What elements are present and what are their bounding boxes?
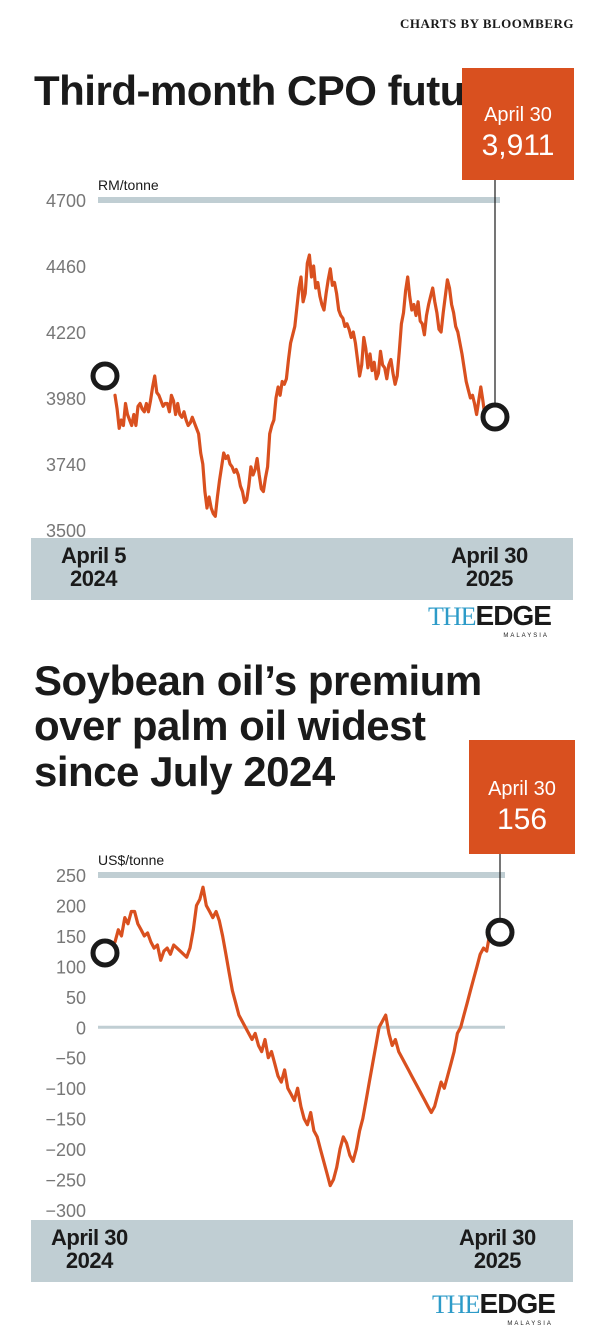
chart-credit: CHARTS BY BLOOMBERG: [400, 16, 574, 31]
chart2-ytick: 50: [66, 988, 86, 1008]
chart2-start-marker: [90, 938, 120, 968]
chart2-ytick: −300: [45, 1201, 86, 1221]
the-edge-logo: THEEDGE MALAYSIA: [428, 600, 552, 639]
chart2-callout: April 30 156: [469, 740, 575, 854]
chart1-start-marker: [90, 361, 120, 391]
chart2-ytick: 150: [56, 927, 86, 947]
chart2-title: Soybean oil’s premium over palm oil wide…: [34, 657, 482, 795]
chart1-ytick: 3500: [46, 521, 86, 541]
chart1-start-date: April 5 2024: [61, 543, 126, 592]
chart2-callout-date: April 30: [488, 778, 556, 800]
chart2-date-bar: April 30 2024 April 30 2025: [31, 1220, 573, 1282]
chart1-callout-value: 3,911: [481, 129, 555, 162]
chart1-series-line: [113, 253, 487, 518]
chart2-ytick: −250: [45, 1171, 86, 1191]
chart1-callout: April 30 3,911: [462, 68, 574, 180]
chart1-ytick: 4460: [46, 257, 86, 277]
chart2-ytick: −150: [45, 1110, 86, 1130]
chart1-callout-date: April 30: [484, 104, 552, 126]
chart1-end-marker: [480, 402, 510, 432]
chart2-end-date: April 30 2025: [459, 1225, 536, 1274]
chart2-ytick: 250: [56, 866, 86, 886]
chart2-ytick: 0: [76, 1018, 86, 1038]
chart2-callout-value: 156: [496, 803, 548, 836]
chart2-ytick: 200: [56, 896, 86, 916]
chart1-end-date: April 30 2025: [451, 543, 528, 592]
chart2-ytick: 100: [56, 957, 86, 977]
chart2-ytick: −50: [55, 1049, 86, 1069]
chart2-plot: US$/tonne 250 200 150 100 50 0 −50 −100 −150 −200 −…: [45, 852, 515, 1221]
chart1-ytick: 4700: [46, 191, 86, 211]
chart2-ytick: −100: [45, 1079, 86, 1099]
chart2-start-date: April 30 2024: [51, 1225, 128, 1274]
chart1-title: Third-month CPO futures: [34, 67, 527, 114]
chart1-unit-label: RM/tonne: [98, 177, 159, 193]
chart1-ytick: 3740: [46, 455, 86, 475]
chart1-ytick: 4220: [46, 323, 86, 343]
chart2-unit-label: US$/tonne: [98, 852, 164, 868]
chart2-ytick: −200: [45, 1140, 86, 1160]
chart1-plot: RM/tonne 4700 4460 4220 3980 3740 3500: [46, 177, 510, 541]
chart2-end-marker: [485, 917, 515, 947]
chart1-date-bar: April 5 2024 April 30 2025: [31, 538, 573, 600]
chart1-ytick: 3980: [46, 389, 86, 409]
chart2-series-line: [113, 885, 492, 1188]
the-edge-logo-2: THEEDGE MALAYSIA: [432, 1288, 556, 1327]
